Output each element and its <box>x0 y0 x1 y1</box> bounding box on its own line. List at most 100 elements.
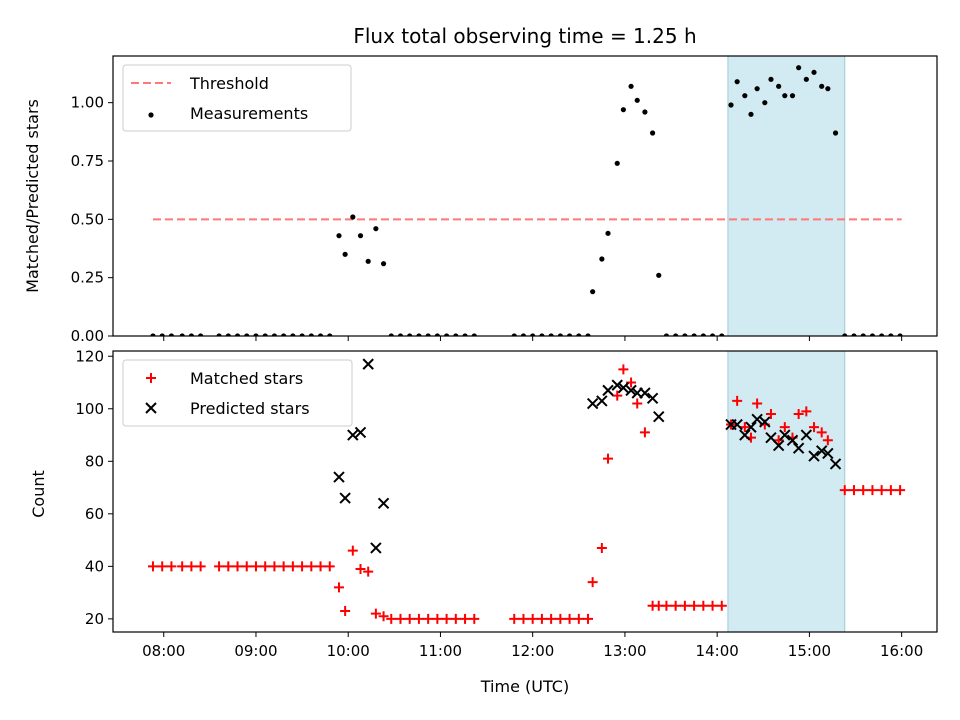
measurement-point <box>188 333 195 336</box>
measurement-point <box>860 333 866 336</box>
predicted-star-point <box>745 421 757 433</box>
measurement-point <box>585 333 591 336</box>
measurement-point <box>782 93 788 99</box>
matched-star-point <box>186 561 197 572</box>
matched-star-point <box>639 427 650 438</box>
y-tick-label: 100 <box>75 400 104 418</box>
measurement-point <box>566 333 573 336</box>
matched-star-point <box>395 613 406 624</box>
predicted-star-point <box>822 447 834 460</box>
matched-star-point <box>739 422 750 433</box>
measurement-point <box>728 102 734 108</box>
measurement-point <box>605 230 611 236</box>
predicted-star-point <box>653 410 665 423</box>
measurement-point <box>179 333 185 336</box>
y-tick-label: 120 <box>75 347 104 365</box>
x-tick-label: 12:00 <box>511 642 554 660</box>
measurement-point <box>614 160 620 166</box>
y-tick-label: 0.00 <box>71 327 104 345</box>
predicted-star-point <box>377 497 390 510</box>
matched-star-point <box>232 561 243 572</box>
matched-star-point <box>166 561 177 572</box>
measurement-point <box>539 333 545 336</box>
x-tick-label: 14:00 <box>696 642 739 660</box>
x-axis-label: Time (UTC) <box>480 677 569 696</box>
predicted-star-point <box>370 542 382 554</box>
measurement-point <box>253 333 259 336</box>
matched-star-point <box>876 485 887 496</box>
matched-star-point <box>370 608 381 619</box>
matched-star-point <box>363 566 374 577</box>
predicted-star-point <box>617 382 630 394</box>
matched-star-point <box>555 613 566 624</box>
measurement-point <box>709 333 716 336</box>
measurement-point <box>342 251 348 257</box>
measurement-point <box>879 333 885 336</box>
matched-star-point <box>287 561 298 572</box>
matched-star-point <box>573 613 584 624</box>
measurement-point <box>350 214 356 220</box>
measurement-point <box>742 93 748 99</box>
matched-star-point <box>269 561 280 572</box>
measurement-point <box>642 109 648 115</box>
predicted-star-point <box>731 418 743 431</box>
matched-star-point <box>378 611 389 622</box>
measurement-point <box>281 333 287 336</box>
measurement-point <box>530 333 536 336</box>
measurement-point <box>299 333 305 336</box>
measurement-point <box>576 333 582 336</box>
top-panel-measurements: 0.00 0.25 0.50 0.75 1.00 Threshold Measurement… <box>71 55 938 345</box>
matched-star-point <box>177 561 188 572</box>
measurement-point <box>150 333 156 336</box>
matched-star-point <box>386 613 397 624</box>
matched-star-point <box>450 613 461 624</box>
matched-star-point <box>333 582 344 593</box>
measurement-point <box>620 107 626 113</box>
measurement-point <box>462 333 468 336</box>
legend: Threshold Measurements <box>122 64 352 132</box>
measurement-point <box>262 333 268 336</box>
matched-star-point <box>587 577 598 588</box>
y-tick-label: 0.25 <box>71 269 104 287</box>
measurement-point <box>168 333 175 336</box>
predicted-star-point <box>751 413 763 425</box>
matched-star-point <box>779 422 790 433</box>
matched-star-point <box>793 409 804 420</box>
legend-label: Threshold <box>189 74 269 93</box>
measurement-point <box>336 233 342 239</box>
measurement-point <box>244 333 250 336</box>
predicted-star-point <box>354 426 367 439</box>
x-tick-label: 13:00 <box>603 642 646 660</box>
measurement-point <box>290 333 296 336</box>
measurement-point <box>682 333 688 336</box>
top-y-axis-label: Matched/Predicted stars <box>23 99 42 293</box>
observing-window-highlight <box>727 56 845 336</box>
x-tick-label: 15:00 <box>788 642 831 660</box>
y-tick-label: 20 <box>85 610 104 628</box>
matched-star-point <box>839 485 850 496</box>
measurement-point <box>811 69 817 75</box>
matched-star-point <box>214 561 225 572</box>
measurement-point <box>691 333 697 336</box>
legend-box <box>122 359 353 427</box>
predicted-star-point <box>333 471 345 483</box>
measurement-point <box>897 333 903 336</box>
matched-star-point <box>603 453 614 464</box>
matched-star-point <box>867 485 878 496</box>
measurement-point <box>842 333 848 336</box>
measurement-point <box>471 333 477 336</box>
legend-box <box>122 64 352 132</box>
measurement-point <box>216 333 222 336</box>
matched-star-point <box>546 613 557 624</box>
x-tick-label: 16:00 <box>880 642 923 660</box>
predicted-star-point <box>772 439 785 452</box>
y-tick-label: 0.75 <box>71 152 104 170</box>
measurement-point <box>673 333 679 336</box>
y-tick-label: 0.50 <box>71 210 104 228</box>
matched-star-point <box>241 561 252 572</box>
matched-star-point <box>618 364 629 375</box>
legend: Matched stars Predicted stars <box>122 359 353 427</box>
matched-star-point <box>157 561 168 572</box>
predicted-star-point <box>339 492 351 504</box>
